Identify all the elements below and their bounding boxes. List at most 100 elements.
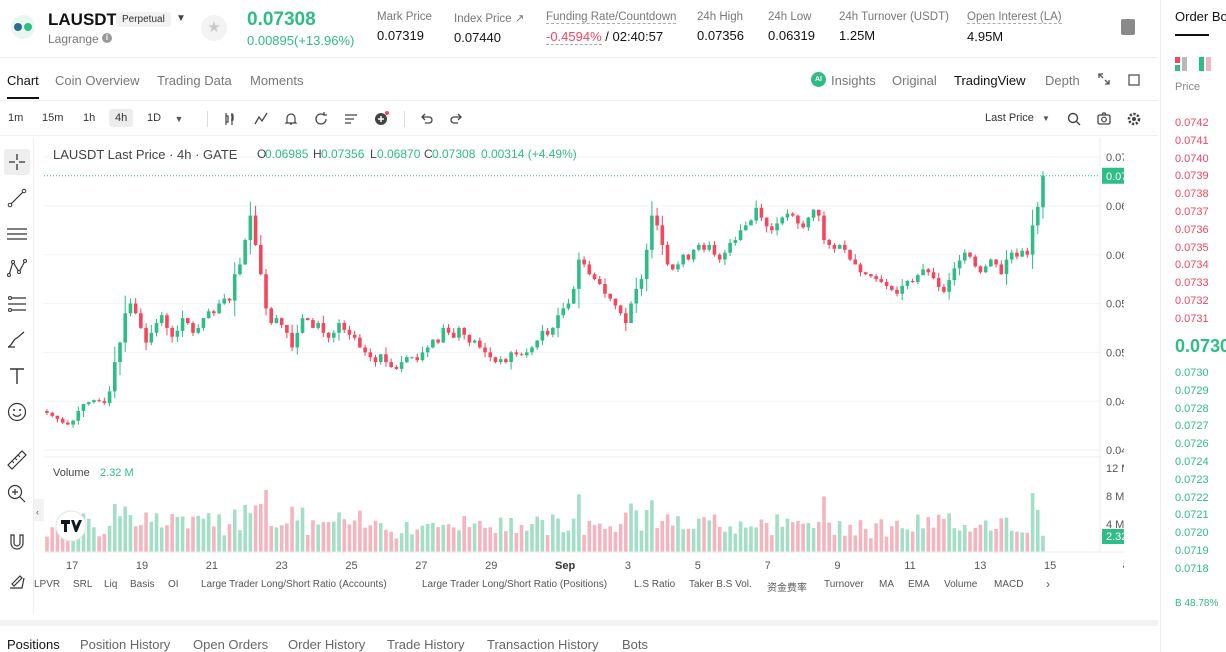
tab-trading-data[interactable]: Trading Data (157, 73, 232, 88)
price-type-select[interactable]: Last Price (985, 112, 1034, 124)
price-type-chevron-icon[interactable]: ▼ (1042, 114, 1050, 123)
ask-price-row[interactable]: 0.0736 (1175, 223, 1209, 236)
bid-price-row[interactable]: 0.0728 (1175, 402, 1209, 415)
indicator-liq[interactable]: Liq (104, 579, 118, 590)
collapse-panel-handle[interactable] (34, 499, 44, 521)
interval-1h[interactable]: 1h (83, 112, 96, 124)
tab-bots[interactable]: Bots (622, 637, 649, 652)
bid-price-row[interactable]: 0.0724 (1175, 456, 1209, 468)
more-indicators-chevron-icon[interactable]: › (1046, 577, 1050, 591)
tab-tradingview[interactable]: TradingView (954, 73, 1026, 88)
lock-drawings-icon[interactable] (4, 567, 30, 593)
search-icon[interactable] (1066, 111, 1082, 127)
ask-price-row[interactable]: 0.0731 (1175, 312, 1209, 325)
ruler-icon[interactable] (4, 447, 30, 473)
bid-price-row[interactable]: 0.0730 (1175, 367, 1209, 379)
tab-coin-overview[interactable]: Coin Overview (55, 73, 140, 88)
bid-price-row[interactable]: 0.0718 (1175, 562, 1209, 575)
bid-price-row[interactable]: 0.0726 (1175, 438, 1209, 451)
add-indicator-icon[interactable] (373, 111, 389, 127)
bid-price-row[interactable]: 0.0729 (1175, 384, 1209, 397)
bid-price-row[interactable]: 0.0721 (1175, 509, 1209, 522)
collapse-chevron-icon[interactable]: ‹ (36, 507, 39, 517)
tab-trade-history[interactable]: Trade History (387, 637, 465, 652)
emoji-icon[interactable] (4, 399, 30, 425)
indicator-ema[interactable]: EMA (908, 579, 930, 590)
camera-icon[interactable] (1096, 111, 1112, 127)
indicator-large-trader-accounts[interactable]: Large Trader Long/Short Ratio (Accounts) (201, 579, 387, 590)
tab-transaction-history[interactable]: Transaction History (487, 637, 599, 652)
interval-dropdown-chevron-icon[interactable]: ▼ (174, 114, 184, 124)
ask-price-row[interactable]: 0.0740 (1175, 152, 1209, 165)
text-tool-icon[interactable] (4, 363, 30, 389)
indicator-oi[interactable]: OI (168, 579, 179, 590)
ask-price-row[interactable]: 0.0741 (1175, 134, 1209, 147)
stat-index-price[interactable]: Index Price ↗ 0.07440 (454, 11, 524, 45)
indicator-macd[interactable]: MACD (994, 579, 1024, 590)
tab-insights[interactable]: Insights (831, 73, 876, 88)
ask-price-row[interactable]: 0.0737 (1175, 206, 1209, 218)
trend-line-icon[interactable] (4, 185, 30, 211)
info-icon[interactable]: i (102, 33, 112, 43)
ask-price-row[interactable]: 0.0742 (1175, 117, 1209, 129)
tab-depth[interactable]: Depth (1045, 73, 1080, 88)
pattern-tool-icon[interactable] (4, 255, 30, 281)
book-both-sides-icon[interactable] (1175, 57, 1187, 71)
zoom-in-icon[interactable] (4, 481, 30, 507)
replay-icon[interactable] (313, 111, 329, 127)
tab-position-history[interactable]: Position History (80, 637, 171, 652)
ask-price-row[interactable]: 0.0735 (1175, 241, 1209, 254)
redo-icon[interactable] (448, 111, 464, 127)
tab-moments[interactable]: Moments (250, 73, 304, 88)
calculator-icon[interactable] (1121, 19, 1135, 35)
book-asks-only-icon[interactable] (1199, 57, 1211, 71)
bid-price-row[interactable]: 0.0720 (1175, 527, 1209, 540)
indicator-ls-ratio[interactable]: L.S Ratio (634, 579, 676, 590)
templates-icon[interactable] (343, 111, 359, 127)
order-book-title[interactable]: Order Book (1175, 9, 1226, 24)
undo-icon[interactable] (419, 111, 435, 127)
indicator-basis[interactable]: Basis (130, 579, 155, 590)
ask-price-row[interactable]: 0.0733 (1175, 277, 1209, 290)
indicator-lpvr[interactable]: LPVR (34, 579, 61, 590)
window-icon[interactable] (1128, 74, 1140, 86)
ask-price-row[interactable]: 0.0738 (1175, 188, 1209, 201)
indicator-taker-bs-vol[interactable]: Taker B.S Vol. (689, 579, 752, 590)
indicator-large-trader-positions[interactable]: Large Trader Long/Short Ratio (Positions… (422, 579, 608, 590)
ask-price-row[interactable]: 0.0732 (1175, 295, 1209, 307)
symbol-name[interactable]: LAUSDT (48, 10, 117, 29)
fib-retracement-icon[interactable] (4, 291, 30, 317)
bid-price-row[interactable]: 0.0723 (1175, 473, 1209, 486)
ask-price-row[interactable]: 0.0739 (1175, 170, 1209, 183)
indicator-srl[interactable]: SRL (73, 579, 93, 590)
crosshair-icon[interactable] (4, 149, 30, 175)
bid-price-row[interactable]: 0.0719 (1175, 545, 1209, 557)
settings-gear-icon[interactable] (1126, 111, 1142, 127)
tab-positions[interactable]: Positions (7, 637, 60, 652)
indicator-funding-rate[interactable]: 资金费率 (767, 583, 807, 594)
fullscreen-icon[interactable] (1098, 73, 1110, 85)
tab-open-orders[interactable]: Open Orders (193, 637, 269, 652)
tradingview-logo-icon[interactable] (55, 510, 87, 542)
bid-price-row[interactable]: 0.0727 (1175, 420, 1209, 433)
interval-1d[interactable]: 1D (147, 112, 162, 124)
bid-price-row[interactable]: 0.0722 (1175, 491, 1209, 504)
brush-icon[interactable] (4, 327, 30, 353)
candle-type-icon[interactable] (222, 111, 238, 127)
symbol-dropdown-chevron-icon[interactable]: ▼ (176, 13, 186, 24)
interval-1m[interactable]: 1m (8, 112, 24, 124)
indicator-ma[interactable]: MA (879, 579, 894, 590)
interval-4h[interactable]: 4h (109, 109, 134, 127)
horizontal-lines-icon[interactable] (4, 221, 30, 247)
interval-15m[interactable]: 15m (42, 112, 64, 124)
favorite-star-icon[interactable]: ★ (201, 15, 227, 41)
indicators-icon[interactable] (253, 111, 269, 127)
tab-original[interactable]: Original (892, 73, 937, 88)
indicator-volume[interactable]: Volume (944, 579, 978, 590)
tab-order-history[interactable]: Order History (288, 637, 366, 652)
indicator-turnover[interactable]: Turnover (824, 579, 864, 590)
alert-bell-icon[interactable] (283, 111, 299, 127)
price-chart[interactable]: 0.07500 0.06999 0.06499 0.05999 0.05499 0.049… (34, 137, 1124, 575)
magnet-icon[interactable] (4, 529, 30, 555)
tab-chart[interactable]: Chart (7, 73, 39, 99)
